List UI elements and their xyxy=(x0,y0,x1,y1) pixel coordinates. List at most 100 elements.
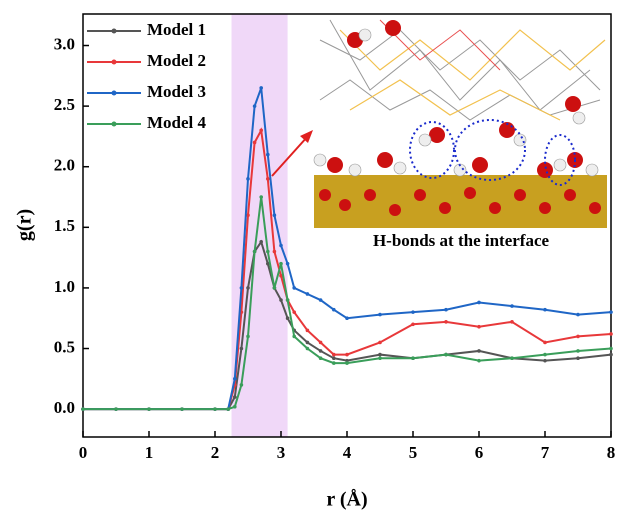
series-marker xyxy=(332,356,336,361)
shaded-span xyxy=(231,14,288,437)
series-marker xyxy=(444,320,448,324)
series-marker xyxy=(378,356,382,361)
series-marker xyxy=(543,307,547,312)
series-marker xyxy=(233,377,237,381)
series-marker xyxy=(332,361,336,365)
series-marker xyxy=(444,307,448,312)
y-tick-label: 0.5 xyxy=(54,337,75,356)
series-marker xyxy=(411,322,415,327)
series-marker xyxy=(285,316,290,321)
series-marker xyxy=(279,243,283,248)
legend-marker xyxy=(111,121,117,127)
y-tick-label: 2.0 xyxy=(54,156,75,175)
series-marker xyxy=(477,324,481,329)
series-marker xyxy=(180,407,184,411)
series-marker xyxy=(259,240,264,244)
series-marker xyxy=(233,395,237,399)
series-marker xyxy=(259,128,264,133)
series-marker xyxy=(233,404,237,409)
x-tick-label: 0 xyxy=(79,443,88,462)
series-marker xyxy=(477,349,481,353)
series-marker xyxy=(252,104,257,108)
legend-marker xyxy=(111,59,117,65)
series-marker xyxy=(305,346,310,351)
inset-image xyxy=(313,14,607,228)
series-marker xyxy=(285,261,290,266)
series-marker xyxy=(279,298,283,302)
series-marker xyxy=(378,312,382,317)
series-marker xyxy=(444,352,448,357)
series-marker xyxy=(477,358,481,363)
series-marker xyxy=(81,407,85,411)
y-tick-label: 3.0 xyxy=(54,34,75,53)
series-marker xyxy=(114,407,118,411)
annotation-arrowhead xyxy=(300,130,313,143)
x-tick-label: 4 xyxy=(343,443,352,462)
series-marker xyxy=(279,261,283,266)
series-marker xyxy=(609,332,613,336)
series-marker xyxy=(543,358,547,363)
series-marker xyxy=(332,352,336,357)
series-marker xyxy=(226,407,230,411)
x-tick-label: 1 xyxy=(145,443,154,462)
series-marker xyxy=(246,286,250,290)
series-marker xyxy=(543,340,547,345)
series-marker xyxy=(576,349,580,353)
series-marker xyxy=(246,213,250,217)
series-marker xyxy=(246,334,250,339)
series-marker xyxy=(147,407,151,411)
series-marker xyxy=(510,356,514,361)
series-marker xyxy=(266,249,270,254)
series-marker xyxy=(543,352,547,357)
x-tick-label: 8 xyxy=(607,443,616,462)
series-marker xyxy=(272,286,277,290)
legend-label: Model 3 xyxy=(147,82,206,101)
series-marker xyxy=(246,177,250,181)
series-marker xyxy=(477,300,481,305)
series-marker xyxy=(378,340,382,345)
series-marker xyxy=(510,320,514,324)
series-marker xyxy=(285,298,290,302)
x-tick-label: 7 xyxy=(541,443,550,462)
series-marker xyxy=(259,86,264,90)
series-marker xyxy=(318,349,323,353)
y-tick-label: 1.5 xyxy=(54,216,75,235)
series-marker xyxy=(272,249,277,254)
x-tick-label: 3 xyxy=(277,443,286,462)
legend-marker xyxy=(111,28,117,34)
series-marker xyxy=(332,307,336,312)
series-marker xyxy=(510,304,514,308)
legend-label: Model 2 xyxy=(147,51,206,70)
series-marker xyxy=(292,286,297,290)
x-axis-label: r (Å) xyxy=(326,488,367,511)
series-marker xyxy=(266,177,270,181)
series-marker xyxy=(272,213,277,217)
series-marker xyxy=(252,140,257,145)
series-marker xyxy=(239,346,244,351)
legend-label: Model 1 xyxy=(147,20,206,39)
series-marker xyxy=(378,352,382,357)
series-marker xyxy=(305,328,310,333)
series-marker xyxy=(305,292,310,296)
series-marker xyxy=(292,334,297,339)
series-marker xyxy=(213,407,217,411)
annotation-arrow xyxy=(271,135,309,177)
series-marker xyxy=(576,312,580,317)
series-marker xyxy=(345,361,349,365)
series-marker xyxy=(292,310,297,314)
series-marker xyxy=(279,273,283,278)
series-marker xyxy=(411,356,415,361)
series-marker xyxy=(345,316,349,321)
series-marker xyxy=(609,346,613,351)
series-marker xyxy=(259,195,264,199)
series-marker xyxy=(239,383,244,387)
x-tick-label: 2 xyxy=(211,443,220,462)
y-tick-label: 2.5 xyxy=(54,95,75,114)
series-marker xyxy=(609,352,613,357)
series-marker xyxy=(318,356,323,361)
x-tick-label: 6 xyxy=(475,443,484,462)
series-marker xyxy=(318,340,323,345)
series-marker xyxy=(609,310,613,314)
series-marker xyxy=(239,286,244,290)
y-tick-label: 0.0 xyxy=(54,398,75,417)
